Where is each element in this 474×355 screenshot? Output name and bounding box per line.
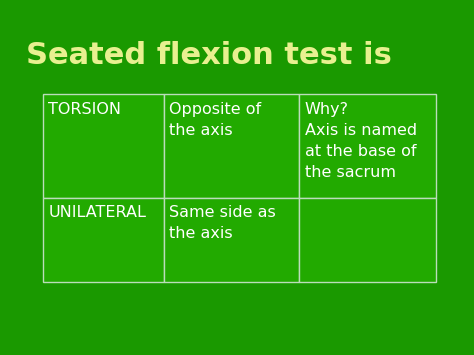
Text: Why?
Axis is named
at the base of
the sacrum: Why? Axis is named at the base of the sa… [305,102,417,180]
Text: Opposite of
the axis: Opposite of the axis [169,102,262,138]
Text: Seated flexion test is: Seated flexion test is [26,41,392,70]
Text: Same side as
the axis: Same side as the axis [169,205,276,241]
Text: UNILATERAL: UNILATERAL [48,205,146,220]
Text: TORSION: TORSION [48,102,121,117]
